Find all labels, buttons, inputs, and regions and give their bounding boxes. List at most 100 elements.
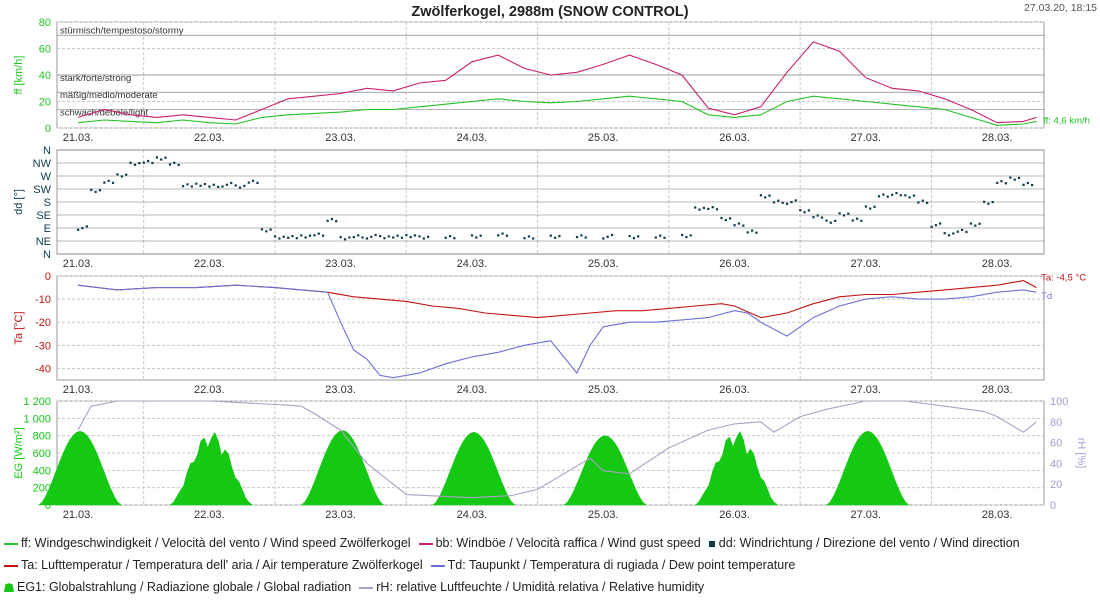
- direction-point: [930, 225, 933, 228]
- direction-point: [834, 219, 837, 222]
- direction-point: [554, 236, 557, 239]
- ff-end-label: ff: 4,6 km/h: [1043, 115, 1090, 126]
- direction-point: [751, 229, 754, 232]
- direction-point: [129, 161, 132, 164]
- direction-point: [238, 186, 242, 189]
- direction-point: [952, 232, 955, 235]
- direction-point: [602, 237, 605, 240]
- radiation-area-day-3: [300, 430, 385, 506]
- direction-point: [873, 205, 876, 208]
- direction-point: [287, 236, 290, 239]
- legend-swatch-eg: [4, 583, 14, 593]
- legend-label-bb: bb: Windböe / Velocità raffica / Wind gu…: [435, 536, 701, 550]
- direction-point: [869, 207, 872, 210]
- direction-point: [606, 235, 609, 238]
- y-axis-label: EG [W/m²]: [13, 427, 25, 478]
- direction-point: [886, 195, 889, 198]
- y-tick-label: 1 200: [23, 396, 51, 408]
- direction-point: [1017, 176, 1021, 179]
- y-tick-label: N: [43, 249, 51, 261]
- y-tick-label: 0: [45, 271, 51, 283]
- direction-point: [278, 237, 281, 240]
- x-tick-label: 26.03.: [719, 132, 750, 144]
- y-axis-label: ff [km/h]: [13, 56, 25, 95]
- direction-point: [628, 235, 631, 238]
- x-tick-label: 23.03.: [325, 384, 356, 396]
- direction-point: [1022, 183, 1025, 186]
- x-tick-label: 24.03.: [457, 384, 488, 396]
- direction-point: [387, 235, 390, 238]
- direction-point: [252, 179, 255, 182]
- direction-point: [996, 181, 999, 184]
- radiation-area-day-4: [431, 431, 516, 506]
- direction-point: [444, 236, 447, 239]
- direction-point: [125, 173, 128, 176]
- direction-point: [991, 201, 994, 204]
- direction-point: [107, 179, 110, 182]
- direction-point: [921, 199, 924, 202]
- legend-item-eg: EG1: Globalstrahlung / Radiazione global…: [4, 580, 351, 594]
- y-tick-label: -40: [35, 363, 51, 375]
- y-tick-label: -20: [35, 317, 51, 329]
- x-tick-label: 25.03.: [588, 132, 619, 144]
- direction-point: [269, 228, 272, 231]
- y2-tick-label: 0: [1050, 500, 1056, 512]
- td-end-label: Td: [1041, 291, 1052, 302]
- legend-swatch-rh: [359, 586, 374, 589]
- direction-point: [282, 235, 285, 238]
- direction-point: [427, 235, 430, 238]
- x-tick-label: 27.03.: [851, 258, 882, 270]
- legend-swatch-bb: [418, 542, 433, 545]
- panel-frame-3: [56, 275, 1045, 381]
- direction-point: [160, 158, 163, 161]
- direction-point: [256, 181, 259, 184]
- direction-point: [724, 219, 727, 222]
- legend-label-td: Td: Taupunkt / Temperatura di rugiada / …: [447, 558, 796, 572]
- band-label: stürmisch/tempestoso/stormy: [60, 25, 184, 36]
- direction-point: [632, 237, 635, 240]
- direction-point: [956, 230, 959, 233]
- direction-point: [120, 175, 123, 178]
- direction-point: [453, 237, 456, 240]
- y-tick-label: NE: [36, 236, 51, 248]
- direction-point: [947, 234, 951, 237]
- direction-point: [133, 163, 137, 166]
- x-tick-label: 24.03.: [457, 258, 488, 270]
- meteogram: Zwölferkogel, 2988m (SNOW CONTROL) 27.03…: [13, 2, 1097, 521]
- direction-point: [94, 190, 97, 193]
- legend-row-2: Ta: Lufttemperatur / Temperatura dell' a…: [4, 558, 803, 572]
- y2-tick-label: 80: [1050, 417, 1062, 429]
- direction-point: [685, 236, 688, 239]
- direction-point: [575, 236, 579, 239]
- direction-point: [98, 189, 101, 192]
- y-tick-label: S: [44, 197, 51, 209]
- legend-row-3: EG1: Globalstrahlung / Radiazione global…: [4, 580, 712, 594]
- x-tick-label: 23.03.: [325, 258, 356, 270]
- direction-point: [851, 219, 854, 222]
- direction-point: [195, 182, 198, 185]
- x-tick-label: 21.03.: [63, 509, 94, 521]
- direction-point: [961, 228, 964, 231]
- direction-point: [164, 156, 167, 159]
- x-tick-label: 21.03.: [63, 132, 94, 144]
- direction-point: [291, 235, 294, 238]
- y-tick-label: W: [41, 171, 52, 183]
- y-tick-label: 600: [33, 448, 51, 460]
- direction-point: [343, 238, 347, 241]
- direction-point: [838, 212, 841, 215]
- y-tick-label: 80: [39, 17, 51, 29]
- direction-point: [370, 235, 373, 238]
- direction-point: [983, 200, 986, 203]
- direction-point: [339, 236, 342, 239]
- y2-tick-label: 40: [1050, 458, 1062, 470]
- direction-point: [90, 188, 93, 191]
- direction-point: [803, 211, 806, 214]
- direction-point: [794, 199, 797, 202]
- y-tick-label: 0: [45, 500, 51, 512]
- band-label: mäßig/medio/moderate: [60, 90, 158, 101]
- direction-point: [374, 233, 377, 237]
- direction-point: [917, 201, 920, 204]
- direction-point: [549, 234, 552, 237]
- direction-point: [523, 237, 526, 240]
- direction-point: [247, 181, 250, 184]
